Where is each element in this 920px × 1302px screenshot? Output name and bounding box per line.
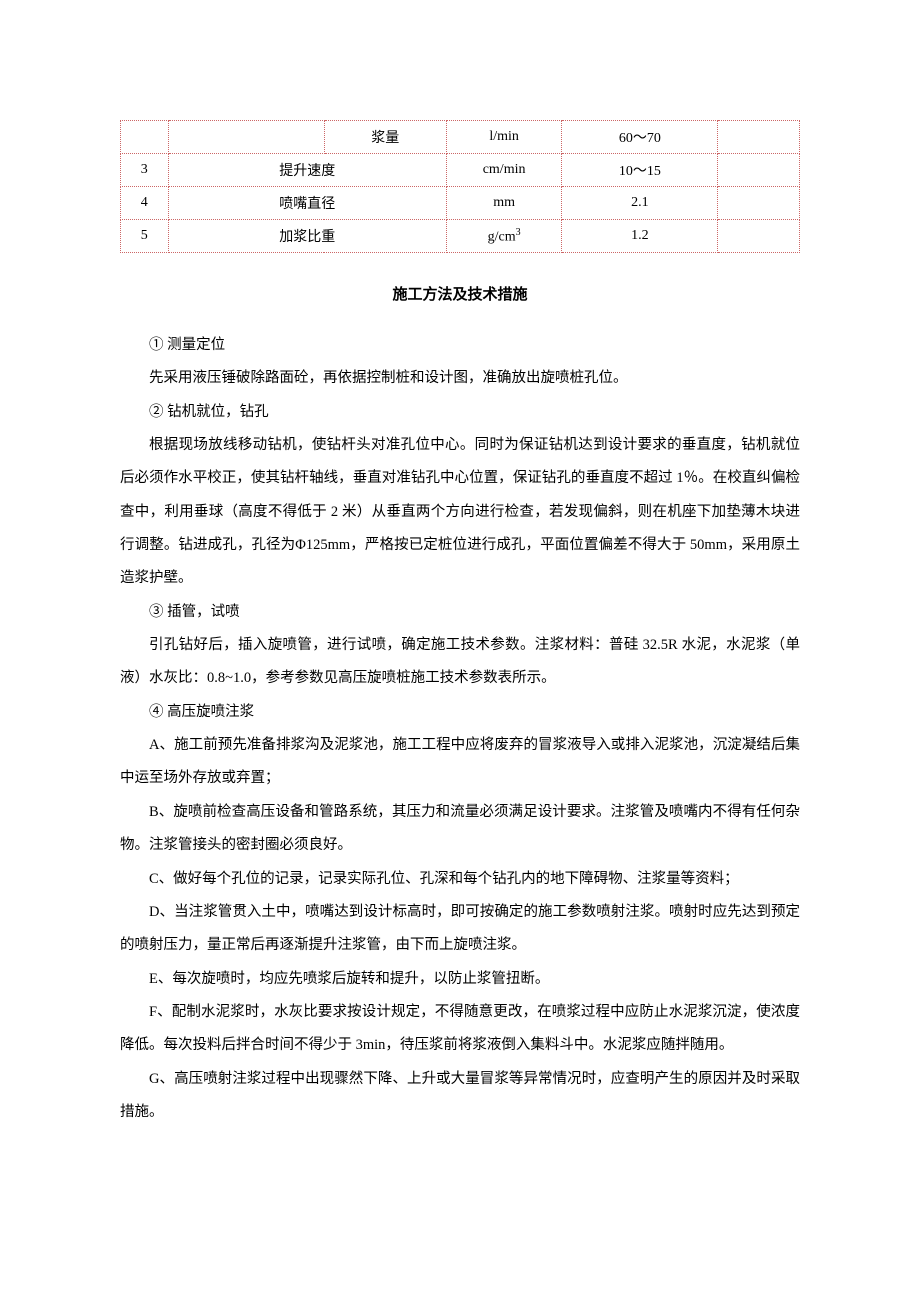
paragraph: ① 测量定位 [120,329,800,362]
paragraph: A、施工前预先准备排浆沟及泥浆池，施工工程中应将废弃的冒浆液导入或排入泥浆池，沉… [120,729,800,796]
paragraph: 先采用液压锤破除路面砼，再依据控制桩和设计图，准确放出旋喷桩孔位。 [120,362,800,395]
cell-note [718,220,800,253]
document-body: ① 测量定位先采用液压锤破除路面砼，再依据控制桩和设计图，准确放出旋喷桩孔位。②… [120,329,800,1129]
cell-name: 加浆比重 [168,220,446,253]
paragraph: E、每次旋喷时，均应先喷浆后旋转和提升，以防止浆管扭断。 [120,963,800,996]
cell-value: 60～70 [562,121,718,154]
paragraph: ② 钻机就位，钻孔 [120,396,800,429]
cell-seq: 4 [121,187,169,220]
paragraph: ③ 插管，试喷 [120,596,800,629]
paragraph: C、做好每个孔位的记录，记录实际孔位、孔深和每个钻孔内的地下障碍物、注浆量等资料… [120,863,800,896]
paragraph: F、配制水泥浆时，水灰比要求按设计规定，不得随意更改，在喷浆过程中应防止水泥浆沉… [120,996,800,1063]
cell-name: 喷嘴直径 [168,187,446,220]
cell-value: 2.1 [562,187,718,220]
section-title: 施工方法及技术措施 [120,283,800,304]
cell-value: 10～15 [562,154,718,187]
paragraph: G、高压喷射注浆过程中出现骤然下降、上升或大量冒浆等异常情况时，应查明产生的原因… [120,1063,800,1130]
cell-name: 提升速度 [168,154,446,187]
cell-seq: 5 [121,220,169,253]
cell-seq [121,121,169,154]
cell-name [168,121,324,154]
cell-note [718,121,800,154]
cell-value: 1.2 [562,220,718,253]
paragraph: B、旋喷前检查高压设备和管路系统，其压力和流量必须满足设计要求。注浆管及喷嘴内不… [120,796,800,863]
cell-note [718,187,800,220]
cell-unit: l/min [446,121,561,154]
cell-unit: mm [446,187,561,220]
cell-unit: g/cm3 [446,220,561,253]
table-row: 浆量l/min60～70 [121,121,800,154]
cell-note [718,154,800,187]
table-row: 4喷嘴直径mm2.1 [121,187,800,220]
cell-seq: 3 [121,154,169,187]
parameters-table: 浆量l/min60～703提升速度cm/min10～154喷嘴直径mm2.15加… [120,120,800,253]
cell-subname: 浆量 [324,121,446,154]
table-row: 5加浆比重g/cm31.2 [121,220,800,253]
cell-unit: cm/min [446,154,561,187]
table-row: 3提升速度cm/min10～15 [121,154,800,187]
paragraph: 根据现场放线移动钻机，使钻杆头对准孔位中心。同时为保证钻机达到设计要求的垂直度，… [120,429,800,596]
paragraph: 引孔钻好后，插入旋喷管，进行试喷，确定施工技术参数。注浆材料：普硅 32.5R … [120,629,800,696]
paragraph: D、当注浆管贯入土中，喷嘴达到设计标高时，即可按确定的施工参数喷射注浆。喷射时应… [120,896,800,963]
paragraph: ④ 高压旋喷注浆 [120,696,800,729]
